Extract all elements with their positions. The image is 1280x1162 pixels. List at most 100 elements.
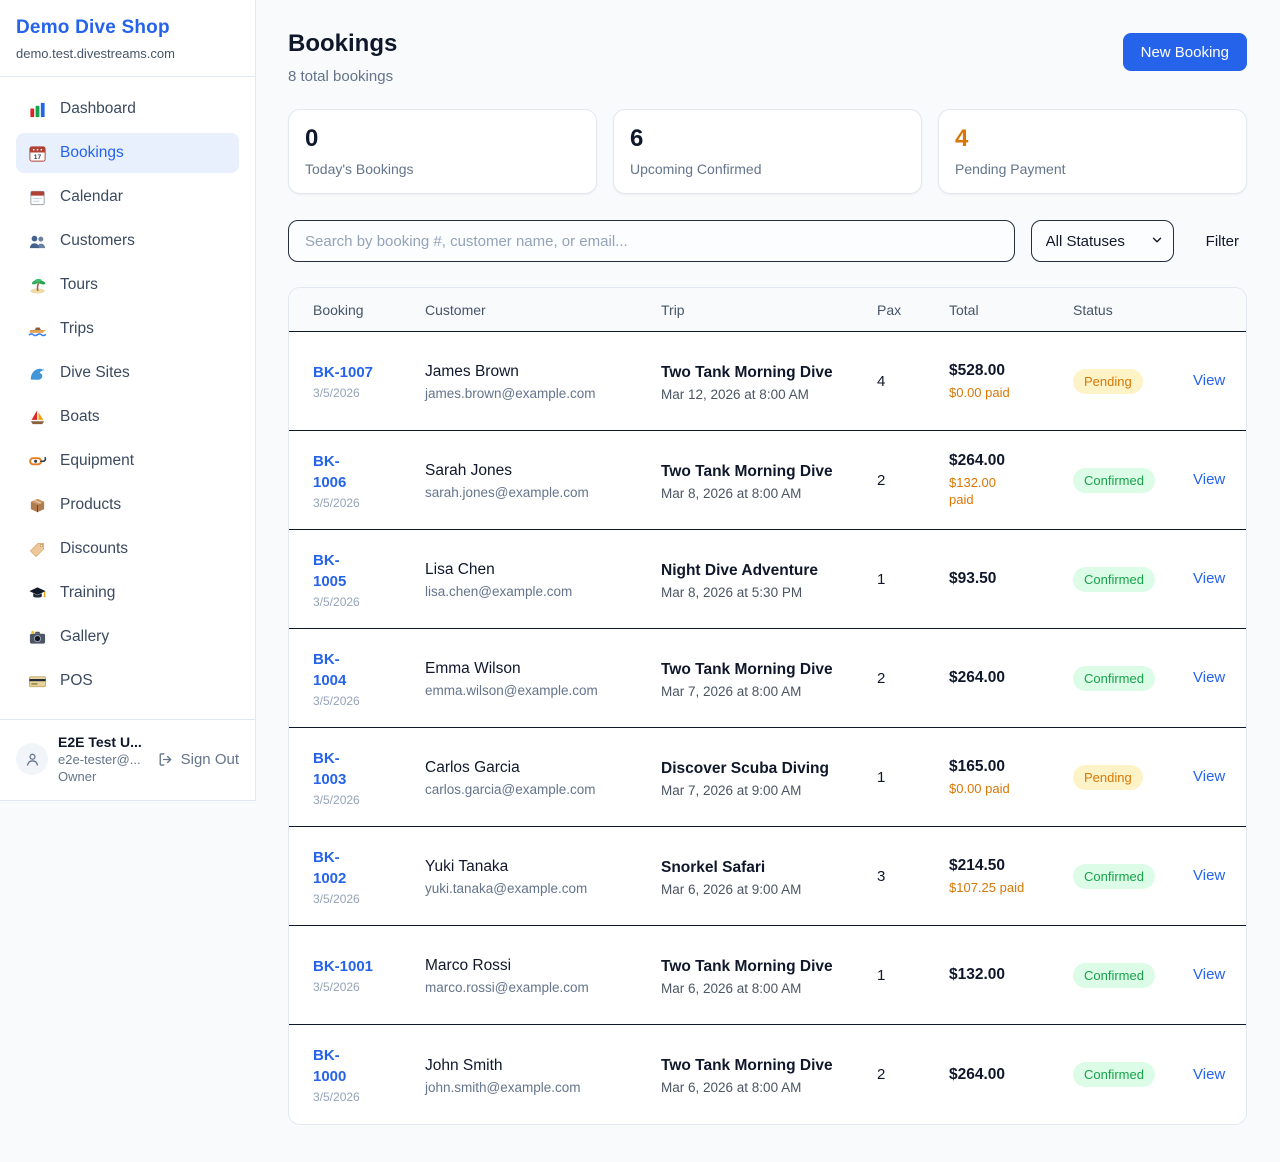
sign-out-button[interactable]: Sign Out (157, 751, 239, 768)
pax-count: 4 (877, 372, 886, 390)
view-link[interactable]: View (1193, 768, 1226, 785)
sidebar-item-gallery[interactable]: Gallery (16, 617, 239, 657)
sidebar-item-trips[interactable]: Trips (16, 309, 239, 349)
trip-cell: Two Tank Morning Dive Mar 8, 2026 at 8:00… (661, 460, 877, 501)
trip-datetime: Mar 8, 2026 at 5:30 PM (661, 584, 803, 600)
booking-id-link[interactable]: BK- 1006 (313, 452, 347, 491)
status-filter-select[interactable]: All Statuses (1030, 220, 1174, 262)
view-link[interactable]: View (1193, 966, 1226, 983)
sidebar-item-training[interactable]: Training (16, 573, 239, 613)
sidebar-item-label: Trips (60, 320, 94, 337)
sidebar-item-dive-sites[interactable]: Dive Sites (16, 353, 239, 393)
booking-id-link[interactable]: BK- 1003 (313, 749, 347, 788)
view-link[interactable]: View (1193, 669, 1226, 686)
view-link[interactable]: View (1193, 867, 1226, 884)
pax-count: 3 (877, 867, 886, 885)
booking-id-link[interactable]: BK- 1004 (313, 650, 347, 689)
view-link[interactable]: View (1193, 471, 1226, 488)
sidebar-item-products[interactable]: Products (16, 485, 239, 525)
sidebar-item-label: Discounts (60, 540, 129, 557)
booking-id-link[interactable]: BK- 1002 (313, 848, 347, 887)
brand-name: Demo Dive Shop (16, 17, 170, 38)
customer-name: Marco Rossi (425, 957, 512, 974)
brand-block: Demo Dive Shop demo.test.divestreams.com (0, 0, 255, 77)
user-name: E2E Test U... (58, 734, 142, 750)
status-badge: Confirmed (1073, 665, 1155, 691)
booking-cell: BK-1001 3/5/2026 (313, 956, 425, 994)
booking-id-link[interactable]: BK-1001 (313, 958, 374, 975)
sidebar-item-label: Training (60, 584, 116, 601)
booking-cell: BK- 1006 3/5/2026 (313, 451, 425, 510)
sidebar-item-pos[interactable]: POS (16, 661, 239, 701)
customer-name: John Smith (425, 1056, 503, 1074)
table-header: Booking Customer Trip Pax Total Status (289, 288, 1246, 332)
booking-id-link[interactable]: BK- 1005 (313, 551, 347, 590)
speedboat-icon (28, 327, 47, 336)
trip-cell: Two Tank Morning Dive Mar 6, 2026 at 8:00… (661, 1054, 877, 1095)
sidebar-item-label: Tours (60, 276, 98, 293)
sidebar-item-label: Customers (60, 232, 135, 249)
column-header-pax: Pax (877, 301, 902, 318)
filter-button[interactable]: Filter (1198, 233, 1247, 250)
customer-cell: Yuki Tanaka yuki.tanaka@example.com (425, 856, 661, 896)
booking-cell: BK- 1002 3/5/2026 (313, 847, 425, 906)
view-link[interactable]: View (1193, 372, 1226, 389)
booking-cell: BK- 1003 3/5/2026 (313, 748, 425, 807)
trip-name: Two Tank Morning Dive (661, 462, 833, 480)
total-amount: $132.00 (949, 966, 1006, 983)
trip-name: Snorkel Safari (661, 858, 766, 876)
stat-card-pending-payment: 4 Pending Payment (938, 109, 1247, 194)
booking-id-link[interactable]: BK-1007 (313, 364, 374, 381)
total-cell: $528.00 $0.00 paid (949, 362, 1073, 401)
actions-cell: View (1193, 966, 1225, 984)
stat-value: 4 (955, 125, 969, 152)
trip-cell: Discover Scuba Diving Mar 7, 2026 at 9:00… (661, 757, 877, 798)
sidebar-item-boats[interactable]: Boats (16, 397, 239, 437)
booking-id-link[interactable]: BK- 1000 (313, 1047, 347, 1085)
stat-value: 6 (630, 125, 644, 152)
customer-cell: Marco Rossi marco.rossi@example.com (425, 955, 661, 995)
trip-name: Night Dive Adventure (661, 561, 819, 579)
trip-datetime: Mar 7, 2026 at 9:00 AM (661, 782, 802, 798)
pax-count: 2 (877, 669, 886, 687)
pax-count: 1 (877, 768, 886, 786)
sidebar-item-tours[interactable]: Tours (16, 265, 239, 305)
sidebar-item-label: POS (60, 672, 93, 689)
trip-cell: Two Tank Morning Dive Mar 12, 2026 at 8:0… (661, 361, 877, 402)
customer-email: carlos.garcia@example.com (425, 782, 596, 797)
user-email: e2e-tester@... (58, 752, 141, 767)
total-cell: $214.50 $107.25 paid (949, 857, 1073, 896)
column-header-booking: Booking (313, 301, 364, 318)
person-icon (26, 753, 38, 766)
status-cell: Confirmed (1073, 1062, 1193, 1087)
status-badge: Confirmed (1073, 566, 1155, 592)
customer-email: yuki.tanaka@example.com (425, 881, 588, 896)
table-row: BK- 1005 3/5/2026 Lisa Chen lisa.chen@exampl… (289, 530, 1246, 629)
search-input[interactable] (288, 220, 1015, 262)
trip-name: Two Tank Morning Dive (661, 1057, 833, 1074)
sidebar-item-customers[interactable]: Customers (16, 221, 239, 261)
total-cell: $165.00 $0.00 paid (949, 758, 1073, 797)
table-row: BK-1001 3/5/2026 Marco Rossi marco.rossi@ex… (289, 926, 1246, 1025)
avatar (16, 743, 48, 775)
view-link[interactable]: View (1193, 1065, 1226, 1083)
customer-email: james.brown@example.com (425, 386, 596, 401)
sidebar-item-dashboard[interactable]: Dashboard (16, 89, 239, 129)
trip-datetime: Mar 12, 2026 at 8:00 AM (661, 386, 809, 402)
actions-cell: View (1193, 1066, 1225, 1084)
customer-name: Carlos Garcia (425, 759, 520, 776)
customer-email: lisa.chen@example.com (425, 584, 573, 599)
actions-cell: View (1193, 768, 1225, 786)
total-amount: $214.50 (949, 856, 1006, 874)
sidebar-item-bookings[interactable]: 17 Bookings (16, 133, 239, 173)
sidebar: Demo Dive Shop demo.test.divestreams.com… (0, 0, 256, 801)
view-link[interactable]: View (1193, 570, 1226, 587)
new-booking-button[interactable]: New Booking (1122, 33, 1247, 71)
booking-cell: BK-1007 3/5/2026 (313, 362, 425, 400)
sidebar-item-equipment[interactable]: Equipment (16, 441, 239, 481)
total-amount: $165.00 (949, 757, 1006, 775)
booking-cell: BK- 1004 3/5/2026 (313, 649, 425, 708)
sidebar-item-discounts[interactable]: Discounts (16, 529, 239, 569)
sidebar-item-calendar[interactable]: Calendar (16, 177, 239, 217)
page-header: Bookings 8 total bookings New Booking (288, 30, 1247, 85)
